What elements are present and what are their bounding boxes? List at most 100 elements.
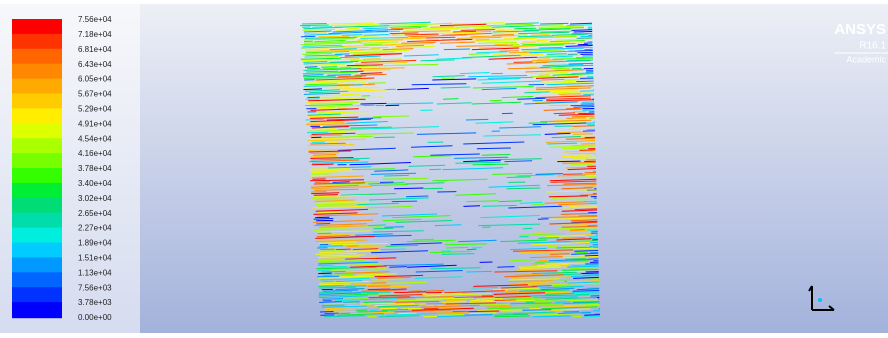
color-band — [12, 198, 62, 214]
streak — [540, 23, 568, 24]
streak — [314, 195, 338, 196]
colorbar-label: 5.29e+04 — [78, 105, 112, 114]
streak — [347, 305, 371, 306]
streak — [572, 265, 599, 266]
streak — [336, 249, 351, 250]
streak — [513, 307, 539, 308]
streak — [476, 299, 503, 300]
streak — [321, 97, 341, 98]
graphics-window: 7.56e+047.18e+046.81e+046.43e+046.05e+04… — [0, 0, 888, 333]
streak — [317, 276, 339, 277]
color-band — [12, 64, 62, 80]
streak — [580, 195, 597, 196]
color-band — [12, 153, 62, 169]
streak — [570, 105, 594, 106]
colorbar-label: 6.43e+04 — [78, 60, 112, 69]
streak — [368, 289, 390, 290]
streak — [554, 113, 575, 114]
streak — [531, 35, 549, 36]
streak — [357, 311, 388, 312]
streak — [443, 99, 458, 100]
streak — [573, 134, 593, 135]
streak — [583, 316, 600, 317]
streak — [312, 164, 334, 165]
streak — [569, 63, 593, 64]
streak — [335, 54, 349, 55]
streak — [505, 30, 520, 31]
streak — [362, 257, 377, 258]
streak — [549, 63, 567, 64]
streak — [320, 267, 346, 268]
colorbar-label: 6.05e+04 — [78, 75, 112, 84]
streak — [366, 281, 389, 282]
streak — [573, 126, 595, 127]
brand-edition: Academic — [846, 54, 886, 64]
streak — [490, 100, 502, 101]
streak — [497, 267, 514, 268]
color-band — [12, 213, 62, 229]
streak — [477, 310, 499, 311]
colorbar-label: 3.02e+04 — [78, 194, 112, 203]
colorbar-label: 1.51e+04 — [78, 254, 112, 263]
streak — [307, 132, 329, 133]
top-border — [0, 0, 888, 4]
streak — [581, 273, 599, 274]
streak — [430, 27, 454, 28]
streak — [304, 33, 327, 34]
streak — [424, 291, 443, 292]
color-band — [12, 228, 62, 244]
streak — [360, 49, 380, 50]
streak — [466, 271, 492, 272]
colorbar-label: 0.00e+00 — [78, 313, 112, 322]
streak — [319, 251, 344, 252]
streak — [582, 102, 594, 103]
streak — [536, 302, 552, 303]
color-band — [12, 287, 62, 303]
streak — [566, 167, 593, 168]
streak — [579, 216, 597, 217]
streak — [367, 225, 385, 226]
color-band — [12, 94, 62, 110]
streak — [494, 44, 508, 45]
streak — [319, 108, 335, 109]
streak — [334, 311, 356, 312]
streak — [580, 36, 592, 37]
streak — [311, 176, 326, 177]
streak — [363, 302, 393, 303]
streak — [542, 79, 565, 80]
streak — [476, 32, 491, 33]
streak — [566, 118, 586, 119]
streak — [585, 256, 599, 257]
streak — [569, 127, 595, 128]
streak — [316, 224, 330, 225]
streak — [312, 198, 346, 199]
colorbar-label: 4.16e+04 — [78, 149, 112, 158]
streak — [531, 76, 555, 77]
streak — [324, 313, 338, 314]
streak — [300, 25, 329, 26]
streak — [313, 155, 336, 156]
streak — [347, 246, 359, 247]
streak — [570, 164, 594, 165]
color-band — [12, 243, 62, 259]
streak — [572, 30, 593, 31]
streak — [319, 259, 343, 260]
streak — [363, 35, 389, 36]
streak — [557, 161, 580, 162]
color-band — [12, 19, 62, 35]
streak — [385, 227, 404, 228]
streak — [574, 251, 598, 252]
colorbar-label: 5.67e+04 — [78, 90, 112, 99]
streak — [409, 291, 423, 292]
streak — [501, 310, 522, 311]
color-band — [12, 183, 62, 199]
colorbar-label: 1.13e+04 — [78, 268, 112, 277]
colorbar-label: 3.78e+03 — [78, 298, 112, 307]
streak — [353, 182, 379, 183]
colorbar-label: 4.91e+04 — [78, 119, 112, 128]
streak — [318, 286, 343, 287]
streak — [562, 148, 585, 149]
color-band — [12, 79, 62, 95]
streak — [318, 265, 334, 266]
streak — [322, 299, 343, 300]
